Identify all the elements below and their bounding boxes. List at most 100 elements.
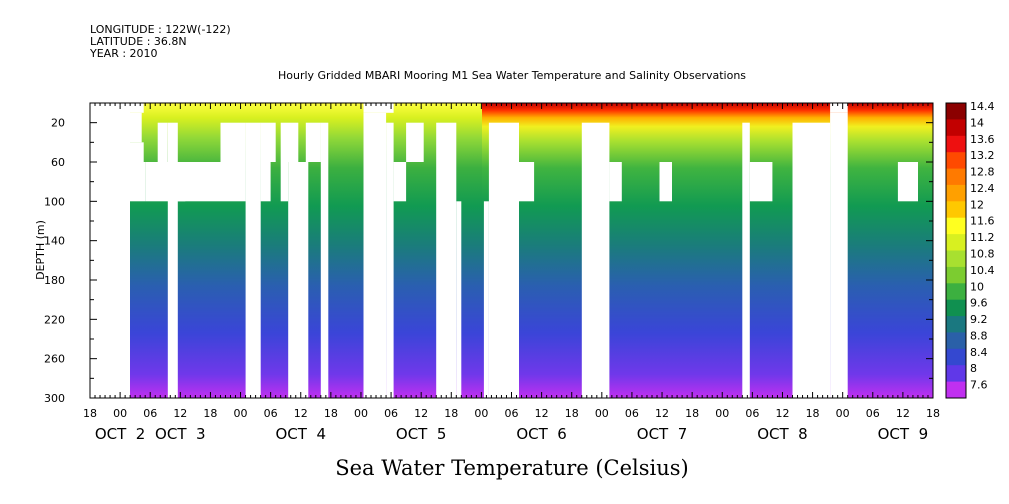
colorbar-swatch — [946, 250, 966, 268]
colorbar-swatch — [946, 135, 966, 153]
x-hour-label: 06 — [745, 407, 759, 420]
x-hour-label: 18 — [83, 407, 97, 420]
colorbar-swatch — [946, 217, 966, 235]
colorbar-label: 9.6 — [970, 297, 988, 310]
colorbar-label: 14 — [970, 116, 984, 129]
colorbar-swatch — [946, 316, 966, 333]
colorbar-swatch — [946, 152, 966, 170]
missing-data-block — [363, 103, 394, 113]
x-hour-label: 12 — [775, 407, 789, 420]
colorbar-label: 12 — [970, 198, 984, 211]
missing-data-block — [260, 162, 271, 202]
colorbar-swatch — [946, 381, 966, 399]
missing-data-block — [220, 122, 246, 162]
x-hour-label: 06 — [143, 407, 157, 420]
colorbar-swatch — [946, 348, 966, 366]
x-hour-label: 06 — [625, 407, 639, 420]
x-hour-label: 18 — [324, 407, 338, 420]
colorbar-title: Sea Water Temperature (Celsius) — [335, 456, 689, 480]
colorbar: 14.4 14 13.6 13.2 12.8 12.4 12 11.6 11.2 10.8 10.4… — [945, 100, 995, 399]
x-hour-label: 18 — [926, 407, 940, 420]
x-hour-label: 18 — [444, 407, 458, 420]
missing-data-block — [90, 103, 124, 398]
x-date-label: OCT 8 — [757, 425, 808, 443]
missing-data-block — [386, 122, 394, 398]
missing-data-block — [123, 103, 144, 113]
missing-data-block — [363, 112, 387, 399]
y-tick-label: 20 — [51, 117, 65, 130]
colorbar-label: 11.2 — [970, 231, 995, 244]
colorbar-label: 10.4 — [970, 264, 995, 277]
x-date-label: OCT 9 — [878, 425, 929, 443]
missing-data-block — [305, 122, 321, 162]
missing-data-block — [167, 122, 178, 398]
missing-data-block — [320, 122, 329, 398]
x-hour-label: 12 — [173, 407, 187, 420]
missing-data-block — [123, 112, 142, 143]
chart-title: Hourly Gridded MBARI Mooring M1 Sea Wate… — [278, 69, 746, 82]
colorbar-label: 11.6 — [970, 215, 995, 228]
missing-data-block — [456, 201, 462, 398]
missing-data-block — [897, 162, 918, 202]
y-tick-label: 100 — [44, 195, 65, 208]
colorbar-swatch — [946, 332, 966, 350]
colorbar-swatch — [946, 365, 966, 383]
x-hour-label: 06 — [866, 407, 880, 420]
colorbar-swatch — [946, 299, 966, 317]
colorbar-label: 9.2 — [970, 313, 988, 326]
colorbar-label: 10.8 — [970, 248, 995, 261]
x-hour-label: 12 — [655, 407, 669, 420]
y-axis-label: DEPTH (m) — [34, 220, 47, 280]
x-hour-label: 06 — [505, 407, 519, 420]
plot-area — [89, 102, 934, 399]
colorbar-swatch — [946, 266, 966, 284]
colorbar-label: 7.6 — [970, 379, 988, 392]
missing-data-block — [280, 162, 289, 202]
x-hour-label: 00 — [595, 407, 609, 420]
colorbar-label: 8 — [970, 362, 977, 375]
colorbar-label: 12.4 — [970, 182, 995, 195]
x-date-label: OCT 4 — [275, 425, 326, 443]
x-hour-label: 18 — [685, 407, 699, 420]
missing-data-block — [157, 122, 168, 162]
missing-data-block — [280, 122, 299, 162]
y-tick-label: 220 — [44, 313, 65, 326]
longitude-label: LONGITUDE : 122W(-122) — [90, 23, 231, 36]
missing-data-block — [659, 162, 672, 202]
x-hour-label: 00 — [474, 407, 488, 420]
missing-data-block — [177, 162, 221, 202]
colorbar-swatch — [946, 283, 966, 301]
colorbar-label: 8.4 — [970, 346, 988, 359]
colorbar-label: 12.8 — [970, 166, 995, 179]
y-tick-label: 60 — [51, 156, 65, 169]
missing-data-block — [260, 122, 276, 162]
missing-data-block — [581, 122, 610, 398]
missing-data-block — [288, 162, 309, 398]
missing-data-block — [519, 162, 535, 202]
x-hour-label: 06 — [384, 407, 398, 420]
temperature-field-oct6-9 — [482, 103, 933, 398]
y-tick-label: 180 — [44, 274, 65, 287]
x-hour-label: 18 — [806, 407, 820, 420]
missing-data-block — [609, 162, 622, 202]
missing-data-block — [123, 142, 144, 162]
missing-data-block — [488, 122, 519, 398]
missing-data-block — [483, 201, 489, 398]
colorbar-label: 14.4 — [970, 100, 995, 113]
x-date-label: OCT 3 — [155, 425, 206, 443]
x-hour-label: 12 — [535, 407, 549, 420]
missing-data-block — [123, 162, 146, 202]
axes: 20 60 100 140 180 220 260 300 18 00 06 12 18 00 06 12 18… — [44, 102, 940, 443]
missing-data-block — [393, 162, 407, 202]
latitude-label: LATITUDE : 36.8N — [90, 35, 187, 48]
colorbar-label: 10 — [970, 280, 984, 293]
colorbar-swatch — [946, 201, 966, 219]
missing-data-block — [830, 103, 848, 113]
year-label: YEAR : 2010 — [90, 47, 158, 60]
colorbar-swatch — [946, 119, 966, 137]
x-date-label: OCT 7 — [637, 425, 688, 443]
missing-data-block — [245, 122, 261, 398]
x-hour-label: 00 — [113, 407, 127, 420]
x-date-label: OCT 6 — [516, 425, 567, 443]
